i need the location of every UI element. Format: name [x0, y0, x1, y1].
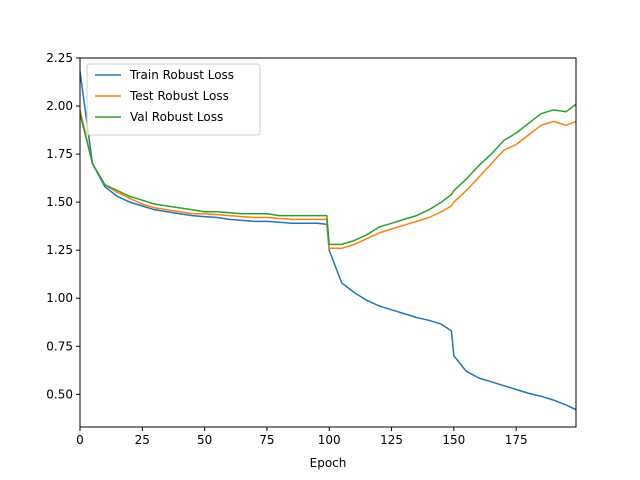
y-tick-label: 2.25 [46, 51, 73, 65]
series-lines [79, 71, 577, 411]
x-tick-label: 100 [318, 433, 341, 447]
x-tick-label: 150 [442, 433, 465, 447]
x-tick-label: 175 [505, 433, 528, 447]
x-axis-label: Epoch [310, 456, 347, 470]
legend: Train Robust Loss Test Robust Loss Val Rob… [86, 63, 261, 136]
y-tick-label: 0.75 [46, 339, 73, 353]
y-axis: 0.50 0.75 1.00 1.25 1.50 1.75 2.00 2.25 [46, 51, 80, 401]
x-tick-label: 75 [259, 433, 274, 447]
legend-label: Val Robust Loss [130, 110, 223, 124]
y-tick-label: 2.00 [46, 99, 73, 113]
y-tick-label: 1.25 [46, 243, 73, 257]
x-tick-label: 0 [76, 433, 84, 447]
x-tick-label: 25 [135, 433, 150, 447]
y-tick-label: 1.00 [46, 291, 73, 305]
y-tick-label: 1.50 [46, 195, 73, 209]
x-tick-label: 50 [197, 433, 212, 447]
series-line [79, 109, 577, 250]
legend-box [86, 63, 261, 136]
plot-frame [79, 57, 577, 428]
y-tick-label: 0.50 [46, 387, 73, 401]
legend-label: Train Robust Loss [129, 68, 234, 82]
series-line [79, 71, 577, 411]
x-tick-label: 125 [380, 433, 403, 447]
y-tick-label: 1.75 [46, 147, 73, 161]
series-line [79, 103, 577, 246]
x-axis: 0 25 50 75 100 125 150 175 [76, 427, 528, 447]
legend-label: Test Robust Loss [129, 89, 229, 103]
